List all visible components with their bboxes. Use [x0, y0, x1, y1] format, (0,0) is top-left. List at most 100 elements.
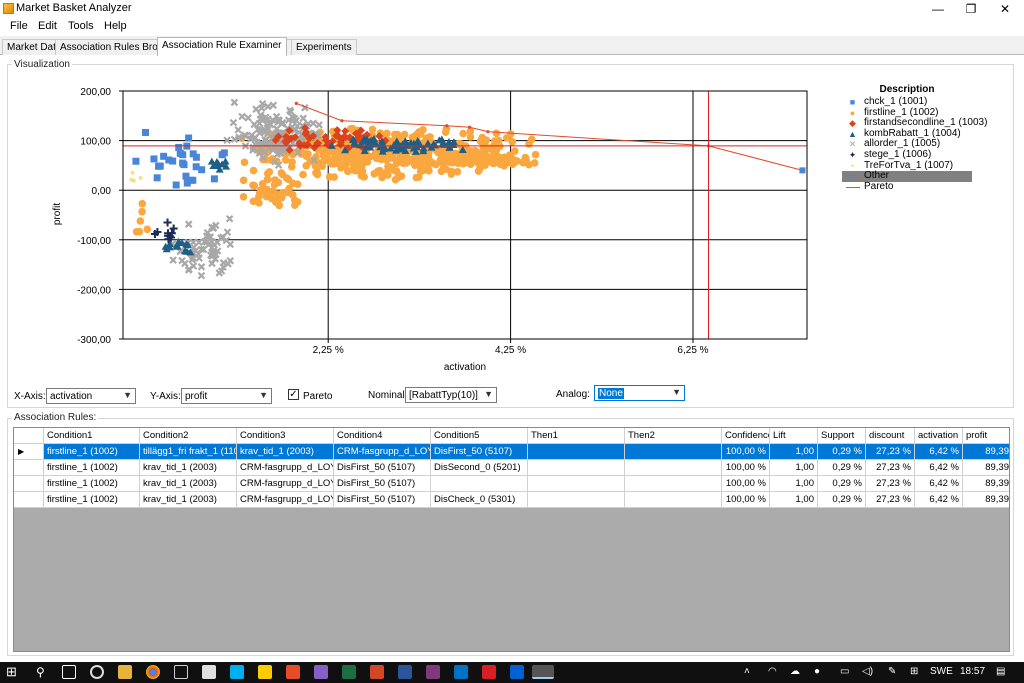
outlook-icon[interactable] [454, 665, 468, 679]
y-axis-select[interactable]: profit ▼ [181, 388, 272, 404]
powerpoint-icon[interactable] [370, 665, 384, 679]
table-cell[interactable] [625, 444, 722, 460]
legend-item[interactable]: ■ chck_1 (1001) [842, 96, 972, 108]
clock[interactable]: 18:57 [960, 666, 986, 677]
table-cell[interactable]: 1,00 [770, 444, 818, 460]
pareto-checkbox[interactable]: ✓ [288, 389, 299, 400]
legend-item[interactable]: ✕ allorder_1 (1005) [842, 139, 972, 150]
column-header[interactable]: profit [963, 428, 1009, 444]
table-cell[interactable]: 100,00 % [722, 492, 770, 508]
table-cell[interactable]: 0,29 % [818, 476, 866, 492]
table-cell[interactable]: 1,00 [770, 492, 818, 508]
table-row[interactable]: ▶ firstline_1 (1002) tillägg1_fri frakt_1 … [14, 444, 1009, 460]
legend-item[interactable]: ◆ firstandsecondline_1 (1003) [842, 117, 987, 129]
table-cell[interactable]: 6,42 % [915, 444, 963, 460]
table-cell[interactable]: krav_tid_1 (2003) [237, 444, 334, 460]
word-icon[interactable] [398, 665, 412, 679]
legend-item[interactable]: Pareto [842, 181, 972, 193]
cloud-icon[interactable]: ☁ [790, 666, 800, 677]
analog-select[interactable]: None ▼ [594, 385, 685, 401]
windows-start-icon[interactable]: ⊞ [6, 664, 17, 679]
table-cell[interactable]: firstline_1 (1002) [44, 444, 140, 460]
table-cell[interactable]: 6,42 % [915, 492, 963, 508]
table-cell[interactable] [528, 444, 625, 460]
close-button[interactable]: ✕ [999, 2, 1011, 16]
column-header[interactable]: Condition5 [431, 428, 528, 444]
menu-file[interactable]: File [10, 20, 28, 32]
column-header[interactable]: discount [866, 428, 915, 444]
search-icon[interactable]: ⚲ [36, 665, 45, 679]
onenote-icon[interactable] [426, 665, 440, 679]
table-cell[interactable] [625, 476, 722, 492]
x-axis-select[interactable]: activation ▼ [46, 388, 136, 404]
nominal-select[interactable]: [RabattTyp(10)] ▼ [405, 387, 497, 403]
menu-edit[interactable]: Edit [38, 20, 57, 32]
calendar-icon[interactable] [202, 665, 216, 679]
column-header[interactable]: Support [818, 428, 866, 444]
table-cell[interactable]: krav_tid_1 (2003) [140, 460, 237, 476]
task-view-icon[interactable] [62, 665, 76, 679]
header-corner[interactable] [14, 428, 44, 444]
tab-experiments[interactable]: Experiments [291, 39, 357, 55]
security-icon[interactable]: ● [814, 666, 821, 677]
file-explorer-icon[interactable] [118, 665, 132, 679]
column-header[interactable]: activation [915, 428, 963, 444]
table-cell[interactable]: krav_tid_1 (2003) [140, 476, 237, 492]
table-cell[interactable]: 27,23 % [866, 460, 915, 476]
table-row[interactable]: firstline_1 (1002) krav_tid_1 (2003) CRM-f… [14, 460, 1009, 476]
table-cell[interactable] [528, 460, 625, 476]
table-cell[interactable]: 100,00 % [722, 444, 770, 460]
column-header[interactable]: Condition4 [334, 428, 431, 444]
row-header[interactable] [14, 476, 44, 492]
legend-item[interactable]: ▪ Other [842, 170, 972, 182]
table-cell[interactable]: CRM-fasgrupp_d_LOY... [237, 492, 334, 508]
chevron-up-icon[interactable]: ˄ [744, 666, 750, 677]
row-header[interactable] [14, 460, 44, 476]
minimize-button[interactable]: — [932, 2, 944, 16]
table-cell[interactable]: 6,42 % [915, 460, 963, 476]
column-header[interactable]: Condition1 [44, 428, 140, 444]
box-icon[interactable] [510, 665, 524, 679]
table-cell[interactable]: firstline_1 (1002) [44, 492, 140, 508]
table-cell[interactable]: CRM-fasgrupp_d_LOY... [237, 476, 334, 492]
column-header[interactable]: Then1 [528, 428, 625, 444]
notifications-icon[interactable]: ▤ [996, 666, 1006, 677]
table-cell[interactable]: 89,39 [963, 460, 1009, 476]
table-cell[interactable]: firstline_1 (1002) [44, 460, 140, 476]
matlab-icon[interactable] [286, 665, 300, 679]
battery-icon[interactable]: ▭ [840, 666, 850, 677]
excel-icon[interactable] [342, 665, 356, 679]
table-cell[interactable]: 89,39 [963, 444, 1009, 460]
network-icon[interactable]: ◠ [768, 666, 777, 677]
column-header[interactable]: Then2 [625, 428, 722, 444]
column-header[interactable]: Condition3 [237, 428, 334, 444]
skype-icon[interactable] [230, 665, 244, 679]
table-cell[interactable]: 100,00 % [722, 460, 770, 476]
table-cell[interactable]: DisSecond_0 (5201) [431, 460, 528, 476]
keyboard-layout[interactable]: SWE [930, 666, 953, 677]
menu-tools[interactable]: Tools [68, 20, 94, 32]
legend-item[interactable]: ▲ kombRabatt_1 (1004) [842, 128, 972, 140]
menu-help[interactable]: Help [104, 20, 127, 32]
table-cell[interactable]: tillägg1_fri frakt_1 (1103) [140, 444, 237, 460]
market-basket-analyzer-taskbar-icon[interactable] [532, 665, 554, 679]
table-cell[interactable]: CRM-fasgrupp_d_LOY... [334, 444, 431, 460]
table-cell[interactable] [431, 476, 528, 492]
table-cell[interactable]: 1,00 [770, 460, 818, 476]
legend-item[interactable]: ● firstline_1 (1002) [842, 107, 972, 119]
column-header[interactable]: Lift [770, 428, 818, 444]
row-header[interactable]: ▶ [14, 444, 44, 460]
table-cell[interactable]: DisFirst_50 (5107) [334, 460, 431, 476]
acrobat-icon[interactable] [482, 665, 496, 679]
legend-item[interactable]: • TreForTva_1 (1007) [842, 160, 972, 172]
volume-icon[interactable]: ◁) [862, 666, 874, 677]
table-row[interactable]: firstline_1 (1002) krav_tid_1 (2003) CRM-f… [14, 476, 1009, 492]
table-cell[interactable]: krav_tid_1 (2003) [140, 492, 237, 508]
maximize-button[interactable]: ❐ [965, 2, 977, 16]
table-cell[interactable] [625, 492, 722, 508]
association-rules-grid[interactable]: Condition1 Condition2 Condition3 Condition4… [13, 427, 1010, 652]
table-cell[interactable] [528, 492, 625, 508]
column-header[interactable]: Confidence [722, 428, 770, 444]
table-cell[interactable]: 27,23 % [866, 444, 915, 460]
table-cell[interactable]: 6,42 % [915, 476, 963, 492]
